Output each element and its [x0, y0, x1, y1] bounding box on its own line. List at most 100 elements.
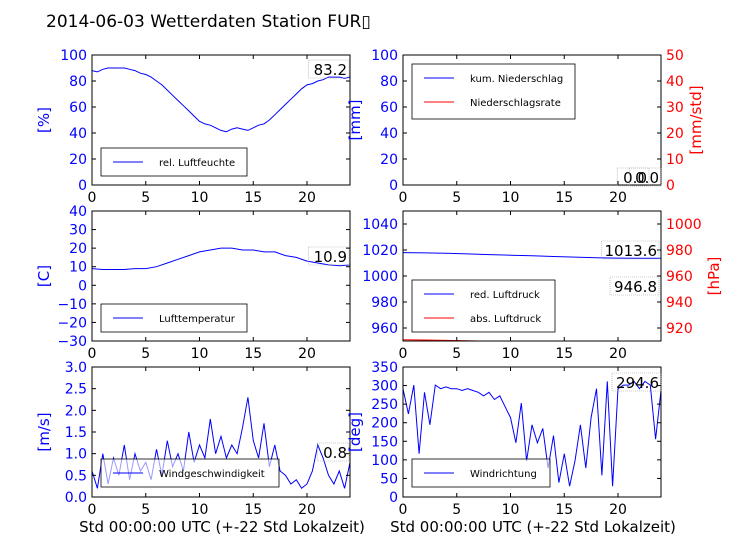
- y-right-tick-label: 10: [666, 152, 684, 168]
- y-tick-label: 60: [380, 100, 398, 116]
- figure-title: 2014-06-03 Wetterdaten Station FUR▯: [46, 12, 371, 32]
- x-tick-label: 15: [244, 346, 262, 362]
- y-tick-label: 10: [69, 260, 87, 276]
- y-right-axis-label: [hPa]: [705, 257, 723, 296]
- x-tick-label: 5: [141, 190, 150, 206]
- x-axis-label-left: Std 00:00:00 UTC (+-22 Std Lokalzeit): [79, 518, 365, 536]
- y-tick-label: 200: [371, 416, 398, 432]
- y-tick-label: 1040: [362, 217, 398, 233]
- x-tick-label: 20: [298, 502, 316, 518]
- x-tick-label: 10: [502, 502, 520, 518]
- y-tick-label: 1.0: [65, 447, 87, 463]
- value-annotation: 0.8: [323, 444, 347, 462]
- y-tick-label: 1020: [362, 243, 398, 259]
- y-tick-label: 350: [371, 360, 398, 376]
- annotation-box: [308, 59, 350, 79]
- y-tick-label: 20: [69, 241, 87, 257]
- x-tick-label: 20: [609, 346, 627, 362]
- legend-label: kum. Niederschlag: [470, 74, 563, 85]
- y-tick-label: 150: [371, 434, 398, 450]
- y-tick-label: 60: [69, 100, 87, 116]
- x-tick-label: 0: [88, 190, 97, 206]
- y-right-tick-label: 50: [666, 48, 684, 64]
- y-axis-label: [mm]: [346, 100, 364, 141]
- y-tick-label: 2.5: [65, 382, 87, 398]
- chart-humidity: 0 5 10 15 20 0 20 40 60 80 100 [%] rel. Luftfeuchte 8…: [35, 48, 351, 206]
- value-annotation: 10.9: [314, 248, 347, 266]
- series-line-windspeed-0: [92, 397, 350, 490]
- series-line-pressure-0: [403, 252, 661, 259]
- y-axis-label: [deg]: [346, 412, 364, 452]
- y-tick-label: 40: [380, 126, 398, 142]
- y-right-tick-label: 40: [666, 74, 684, 90]
- y-tick-label: 300: [371, 379, 398, 395]
- y-tick-label: 100: [371, 453, 398, 469]
- y-tick-label: −10: [57, 297, 87, 313]
- y-right-tick-label: 0: [666, 178, 675, 194]
- x-tick-label: 10: [191, 190, 209, 206]
- legend-label: Niederschlagsrate: [470, 98, 561, 109]
- y-tick-label: 20: [380, 152, 398, 168]
- y-right-axis-label: [mm/std]: [687, 85, 705, 154]
- x-tick-label: 5: [141, 502, 150, 518]
- y-tick-label: 0: [78, 278, 87, 294]
- y-tick-label: −20: [57, 315, 87, 331]
- y-right-tick-label: 1000: [666, 217, 702, 233]
- y-tick-label: 0: [389, 178, 398, 194]
- chart-pressure: 0 5 10 15 20 960 980 1000 1020 1040 920 940 960 980 10…: [362, 210, 723, 362]
- x-tick-label: 0: [399, 190, 408, 206]
- y-tick-label: 2.0: [65, 403, 87, 419]
- x-tick-label: 10: [502, 346, 520, 362]
- annotation-box: [601, 240, 660, 260]
- y-tick-label: 0.5: [65, 468, 87, 484]
- y-tick-label: 50: [380, 471, 398, 487]
- y-tick-label: 3.0: [65, 360, 87, 376]
- legend-label: abs. Luftdruck: [470, 314, 541, 325]
- y-tick-label: 20: [69, 152, 87, 168]
- y-tick-label: 0: [389, 490, 398, 506]
- series-line-pressure-1: [403, 339, 498, 341]
- x-tick-label: 0: [399, 346, 408, 362]
- y-tick-label: 100: [371, 48, 398, 64]
- y-right-tick-label: 30: [666, 100, 684, 116]
- y-right-tick-label: 940: [666, 295, 693, 311]
- chart-windspeed: 0 5 10 15 20 0.0 0.5 1.0 1.5 2.0 2.5 3.0 [m/s] Windge…: [35, 360, 351, 518]
- y-right-tick-label: 980: [666, 243, 693, 259]
- x-tick-label: 20: [609, 190, 627, 206]
- x-tick-label: 5: [452, 346, 461, 362]
- plot-frame-humidity: [91, 54, 351, 186]
- x-tick-label: 20: [298, 190, 316, 206]
- legend-label: Windgeschwindigkeit: [159, 469, 265, 480]
- value-annotation: 946.8: [614, 278, 657, 296]
- series-line-humidity-0: [92, 67, 350, 133]
- x-tick-label: 0: [399, 502, 408, 518]
- x-tick-label: 10: [191, 346, 209, 362]
- chart-precip: 0 5 10 15 20 0 20 40 60 80 100 0 10 20 30 40 50 [mm] [mm/s…: [346, 48, 705, 206]
- y-tick-label: 0.0: [65, 490, 87, 506]
- x-tick-label: 0: [88, 346, 97, 362]
- y-tick-label: 40: [69, 204, 87, 220]
- y-right-tick-label: 20: [666, 126, 684, 142]
- x-tick-label: 5: [141, 346, 150, 362]
- chart-winddir: 0 5 10 15 20050100150200250300350[deg]Windri…: [346, 360, 662, 518]
- x-tick-label: 15: [555, 190, 573, 206]
- y-tick-label: 40: [69, 126, 87, 142]
- y-axis-label: [C]: [35, 265, 53, 287]
- legend-label: rel. Luftfeuchte: [159, 158, 235, 169]
- x-tick-label: 5: [452, 502, 461, 518]
- legend-label: Windrichtung: [470, 469, 537, 480]
- annotation-box: [611, 372, 662, 392]
- value-annotation: 0.0: [635, 169, 659, 187]
- x-tick-label: 10: [502, 190, 520, 206]
- plot-frame-precip: [402, 54, 662, 186]
- y-tick-label: 960: [371, 321, 398, 337]
- x-tick-label: 15: [244, 502, 262, 518]
- y-tick-label: 80: [380, 74, 398, 90]
- y-right-tick-label: 920: [666, 321, 693, 337]
- plot-frame-winddir: [402, 366, 662, 498]
- y-axis-label: [m/s]: [35, 412, 53, 451]
- plot-frame-temperature: [91, 210, 351, 342]
- value-annotation: 294.6: [616, 374, 659, 392]
- y-tick-label: 100: [60, 48, 87, 64]
